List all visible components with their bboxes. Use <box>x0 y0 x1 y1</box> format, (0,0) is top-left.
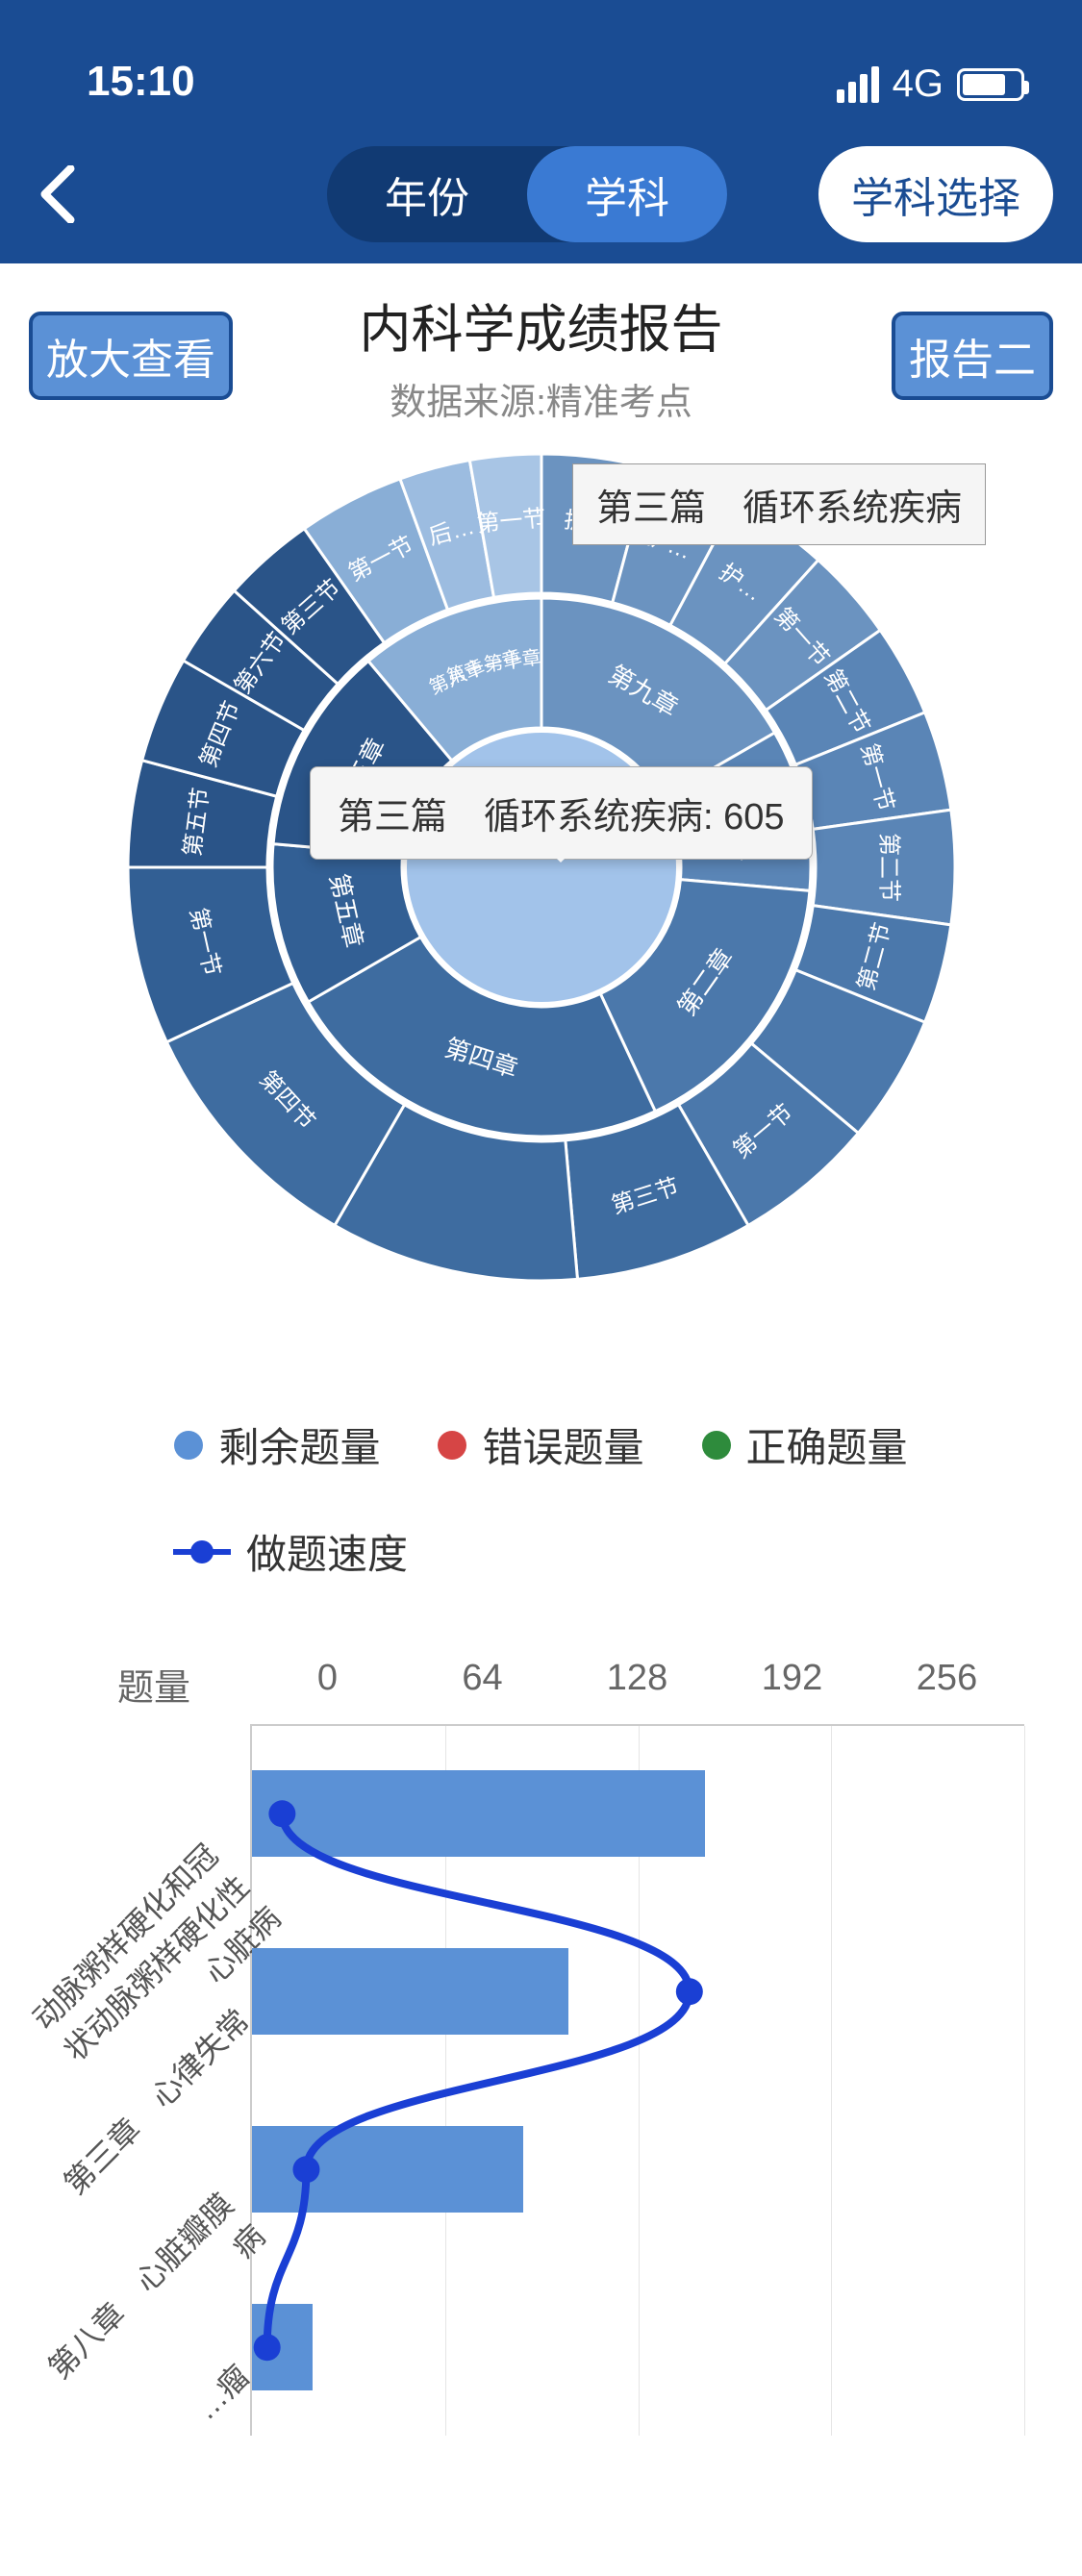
sunburst-tooltip: 第三篇 循环系统疾病: 605 <box>310 766 813 860</box>
legend-label: 正确题量 <box>746 1415 908 1474</box>
battery-icon <box>957 68 1024 101</box>
y-axis-title: 题量 <box>58 1658 250 1711</box>
signal-icon <box>837 66 879 103</box>
status-right: 4G <box>837 63 1024 106</box>
status-time: 15:10 <box>87 58 195 106</box>
bar-chart[interactable]: 题量 0 64 128 192 256 动脉粥样硬化和冠状动脉粥样硬化性心脏病第… <box>0 1619 1082 2436</box>
legend-dot-remaining <box>174 1431 203 1460</box>
x-tick: 128 <box>560 1658 715 1711</box>
legend-remaining[interactable]: 剩余题量 <box>174 1415 380 1474</box>
category-label: 动脉粥样硬化和冠状动脉粥样硬化性心脏病 <box>5 1833 289 2117</box>
legend-dot-wrong <box>438 1431 466 1460</box>
svg-text:第二节: 第二节 <box>875 833 901 902</box>
sunburst-chart[interactable]: 第九章第六章第二章第四章第五章第三章第十章第十一章第八章护…护…护…第一节第二节… <box>0 435 1082 1300</box>
x-axis: 题量 0 64 128 192 256 <box>58 1658 1024 1724</box>
report2-button[interactable]: 报告二 <box>892 312 1053 400</box>
legend-wrong[interactable]: 错误题量 <box>438 1415 643 1474</box>
x-tick: 64 <box>405 1658 560 1711</box>
status-bar: 15:10 4G <box>0 0 1082 125</box>
legend-correct[interactable]: 正确题量 <box>702 1415 908 1474</box>
sunburst-top-label: 第三篇 循环系统疾病 <box>572 463 986 545</box>
zoom-button[interactable]: 放大查看 <box>29 312 233 400</box>
x-tick: 0 <box>250 1658 405 1711</box>
legend-line-speed <box>173 1549 231 1555</box>
legend-label: 剩余题量 <box>218 1415 380 1474</box>
bar <box>252 2126 523 2213</box>
chart-legend: 剩余题量 错误题量 正确题量 做题速度 <box>0 1300 1082 1619</box>
legend-speed[interactable]: 做题速度 <box>96 1522 986 1581</box>
x-tick: 256 <box>869 1658 1024 1711</box>
tab-year[interactable]: 年份 <box>327 146 527 242</box>
tab-group: 年份 学科 <box>327 146 727 242</box>
legend-dot-correct <box>702 1431 731 1460</box>
content-header: 内科学成绩报告 数据来源:精准考点 放大查看 报告二 <box>0 263 1082 435</box>
tab-subject[interactable]: 学科 <box>527 146 727 242</box>
subject-select-button[interactable]: 学科选择 <box>818 146 1053 242</box>
x-tick: 192 <box>715 1658 869 1711</box>
bar <box>252 1948 568 2035</box>
bar <box>252 1770 705 1857</box>
legend-label: 做题速度 <box>246 1522 408 1581</box>
bar <box>252 2304 313 2390</box>
chart-body: 动脉粥样硬化和冠状动脉粥样硬化性心脏病第三章 心律失常第八章 心脏瓣膜病…瘤 <box>250 1724 1024 2436</box>
network-label: 4G <box>893 63 944 106</box>
app-header: 年份 学科 学科选择 <box>0 125 1082 263</box>
back-button[interactable] <box>29 165 87 223</box>
legend-label: 错误题量 <box>482 1415 643 1474</box>
